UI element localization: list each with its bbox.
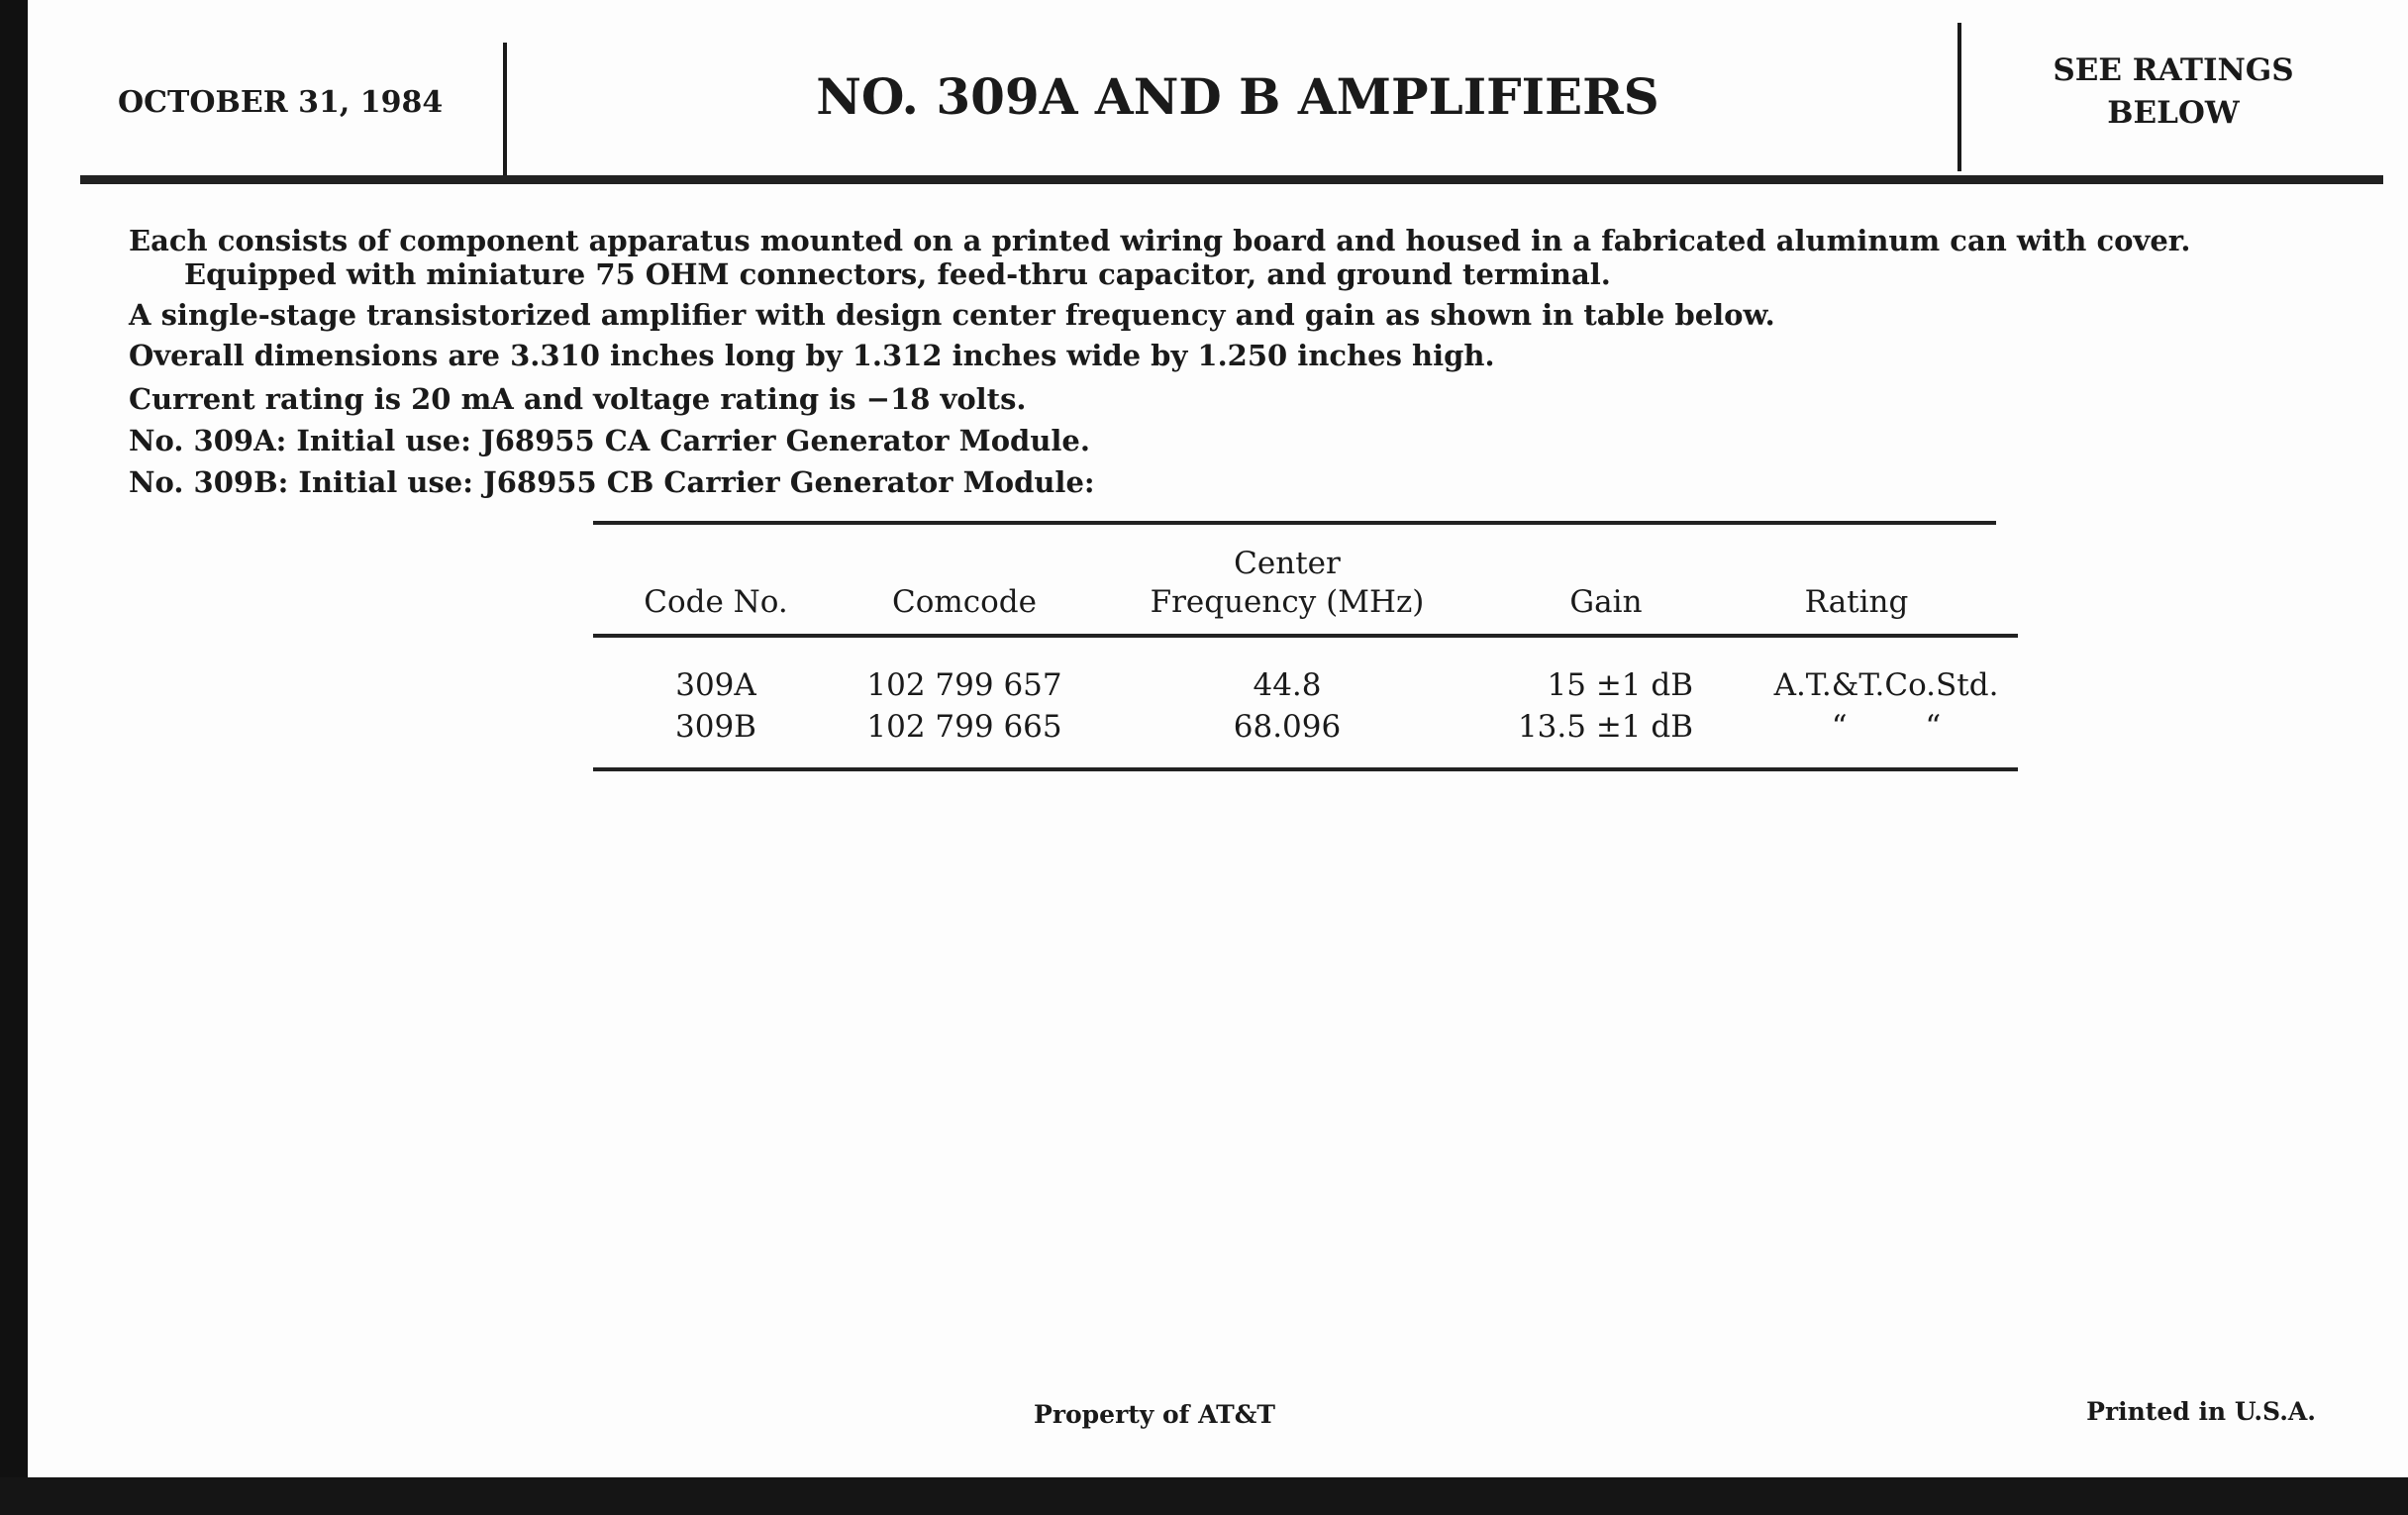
header-rule — [80, 175, 2383, 184]
cell-code: 309A — [675, 667, 756, 703]
header-frequency: Frequency (MHz) — [1150, 584, 1425, 620]
description-line: A single-stage transistorized amplifier … — [129, 298, 1775, 332]
description-line: No. 309A: Initial use: J68955 CA Carrier… — [129, 424, 1090, 457]
cell-frequency: 44.8 — [1253, 667, 1322, 703]
cell-comcode: 102 799 657 — [866, 667, 1062, 703]
ratings-line-2: BELOW — [2107, 95, 2240, 131]
description-line: Current rating is 20 mA and voltage rati… — [129, 382, 1027, 416]
ratings-line-1: SEE RATINGS — [2053, 52, 2294, 88]
header-center: Center — [1234, 546, 1341, 581]
cell-gain: 15 ±1 dB — [1547, 667, 1693, 703]
table-bottom-rule — [593, 767, 2018, 771]
description-line: Overall dimensions are 3.310 inches long… — [129, 339, 1495, 372]
description-line: Equipped with miniature 75 OHM connector… — [184, 257, 1611, 291]
document-date: OCTOBER 31, 1984 — [118, 85, 444, 120]
table-top-rule — [593, 521, 1996, 525]
document-title: NO. 309A AND B AMPLIFIERS — [816, 67, 1659, 126]
header-code-no: Code No. — [644, 584, 788, 620]
header-rating: Rating — [1804, 584, 1909, 620]
header-gain: Gain — [1569, 584, 1643, 620]
cell-rating: “ “ — [1831, 709, 1942, 745]
ratings-note: SEE RATINGS BELOW — [1970, 50, 2376, 135]
footer-printed: Printed in U.S.A. — [2086, 1397, 2316, 1426]
cell-code: 309B — [675, 709, 756, 745]
cell-gain: 13.5 ±1 dB — [1517, 709, 1693, 745]
scan-edge-bottom — [0, 1477, 2408, 1515]
description-line: Each consists of component apparatus mou… — [129, 224, 2191, 257]
footer-property: Property of AT&T — [1034, 1400, 1275, 1429]
cell-comcode: 102 799 665 — [866, 709, 1062, 745]
header-divider-left — [503, 43, 507, 175]
description-line: No. 309B: Initial use: J68955 CB Carrier… — [129, 465, 1095, 499]
table-header-rule — [593, 634, 2018, 638]
header-divider-right — [1957, 23, 1961, 171]
cell-rating: A.T.&T.Co.Std. — [1773, 667, 1999, 703]
header-comcode: Comcode — [892, 584, 1037, 620]
scan-edge-left — [0, 0, 28, 1515]
cell-frequency: 68.096 — [1233, 709, 1342, 745]
